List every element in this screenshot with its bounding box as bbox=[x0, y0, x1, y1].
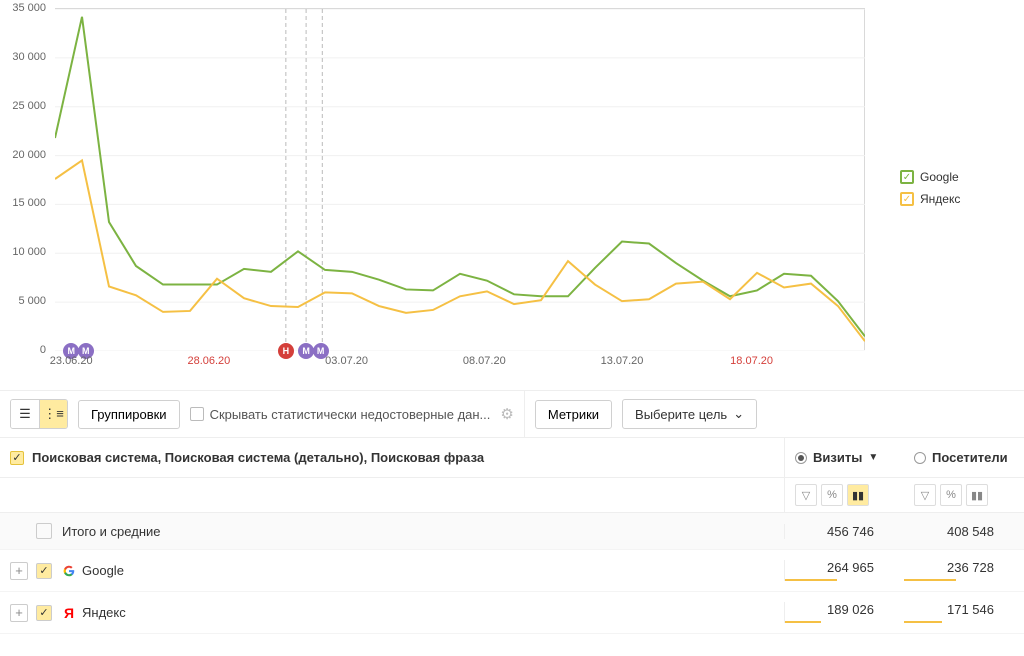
x-tick-label: 08.07.20 bbox=[463, 355, 506, 367]
yandex-icon: Я bbox=[62, 606, 76, 620]
google-icon bbox=[62, 564, 76, 578]
row-label[interactable]: Яндекс bbox=[82, 605, 126, 620]
tree-view-icon[interactable]: ⋮≡ bbox=[39, 400, 67, 428]
checkbox-icon bbox=[190, 407, 204, 421]
row-visitors: 236 728 bbox=[904, 560, 1024, 581]
x-tick-label: 23.06.20 bbox=[50, 355, 93, 367]
percent-icon[interactable]: % bbox=[821, 484, 843, 506]
legend-item[interactable]: ✓ Яндекс bbox=[900, 192, 960, 206]
totals-row: Итого и средние 456 746 408 548 bbox=[0, 513, 1024, 550]
radio-icon bbox=[914, 452, 926, 464]
hide-unreliable-label: Скрывать статистически недостоверные дан… bbox=[210, 407, 491, 422]
metric-label: Посетители bbox=[932, 450, 1008, 465]
y-tick-label: 0 bbox=[40, 344, 46, 356]
traffic-chart: 0 5 000 10 000 15 000 20 000 25 000 30 000 35 0… bbox=[0, 0, 1024, 390]
metric-header-visits[interactable]: Визиты ▼ bbox=[784, 438, 904, 477]
expand-icon[interactable]: + bbox=[10, 604, 28, 622]
divider bbox=[524, 391, 525, 437]
sort-desc-icon: ▼ bbox=[868, 452, 878, 463]
metrics-button[interactable]: Метрики bbox=[535, 400, 612, 429]
row-checkbox[interactable] bbox=[36, 605, 52, 621]
legend-swatch: ✓ bbox=[900, 192, 914, 206]
goal-select[interactable]: Выберите цель ⌄ bbox=[622, 399, 757, 429]
y-tick-label: 30 000 bbox=[12, 51, 46, 63]
percent-icon[interactable]: % bbox=[940, 484, 962, 506]
totals-visits: 456 746 bbox=[784, 524, 904, 539]
gear-icon[interactable]: ⚙ bbox=[500, 405, 513, 423]
data-table: Поисковая система, Поисковая система (де… bbox=[0, 437, 1024, 634]
x-tick-label: 28.06.20 bbox=[187, 355, 230, 367]
row-visits: 189 026 bbox=[784, 602, 904, 623]
hide-unreliable-checkbox[interactable]: Скрывать статистически недостоверные дан… bbox=[190, 407, 491, 422]
y-tick-label: 15 000 bbox=[12, 197, 46, 209]
chart-plot-area: MMHMM bbox=[55, 8, 865, 350]
visitors-tools: ▽ % ▮▮ bbox=[904, 478, 1024, 512]
y-tick-label: 20 000 bbox=[12, 149, 46, 161]
legend-item[interactable]: ✓ Google bbox=[900, 170, 960, 184]
legend-swatch: ✓ bbox=[900, 170, 914, 184]
y-tick-label: 35 000 bbox=[12, 2, 46, 14]
dimension-header-label: Поисковая система, Поисковая система (де… bbox=[32, 450, 484, 465]
dimension-header: Поисковая система, Поисковая система (де… bbox=[0, 438, 784, 477]
row-checkbox[interactable] bbox=[36, 563, 52, 579]
legend-label: Яндекс bbox=[920, 192, 960, 206]
y-tick-label: 10 000 bbox=[12, 246, 46, 258]
x-tick-label: 03.07.20 bbox=[325, 355, 368, 367]
filter-icon[interactable]: ▽ bbox=[795, 484, 817, 506]
x-tick-label: 18.07.20 bbox=[730, 355, 773, 367]
grouping-button[interactable]: Группировки bbox=[78, 400, 180, 429]
view-mode-toggle: ☰ ⋮≡ bbox=[10, 399, 68, 429]
metric-header-visitors[interactable]: Посетители bbox=[904, 438, 1024, 477]
table-header: Поисковая система, Поисковая система (де… bbox=[0, 437, 1024, 478]
row-visitors: 171 546 bbox=[904, 602, 1024, 623]
row-visits: 264 965 bbox=[784, 560, 904, 581]
visits-tools: ▽ % ▮▮ bbox=[784, 478, 904, 512]
bar-chart-icon[interactable]: ▮▮ bbox=[966, 484, 988, 506]
table-row: + Google 264 965 236 728 bbox=[0, 550, 1024, 592]
goal-select-label: Выберите цель bbox=[635, 407, 727, 422]
filter-icon[interactable]: ▽ bbox=[914, 484, 936, 506]
row-checkbox[interactable] bbox=[36, 523, 52, 539]
x-tick-label: 13.07.20 bbox=[601, 355, 644, 367]
y-tick-label: 5 000 bbox=[18, 295, 46, 307]
table-row: + Я Яндекс 189 026 171 546 bbox=[0, 592, 1024, 634]
totals-label: Итого и средние bbox=[62, 524, 160, 539]
totals-visitors: 408 548 bbox=[904, 524, 1024, 539]
chevron-down-icon: ⌄ bbox=[733, 406, 744, 422]
spacer bbox=[0, 478, 784, 512]
select-all-checkbox[interactable] bbox=[10, 451, 24, 465]
row-label[interactable]: Google bbox=[82, 563, 124, 578]
metric-label: Визиты bbox=[813, 450, 862, 465]
table-tool-row: ▽ % ▮▮ ▽ % ▮▮ bbox=[0, 478, 1024, 513]
expand-icon[interactable]: + bbox=[10, 562, 28, 580]
x-axis-labels: 23.06.2028.06.2003.07.2008.07.2013.07.20… bbox=[55, 355, 865, 375]
chart-legend: ✓ Google ✓ Яндекс bbox=[900, 170, 960, 214]
radio-icon bbox=[795, 452, 807, 464]
bar-chart-icon[interactable]: ▮▮ bbox=[847, 484, 869, 506]
list-view-icon[interactable]: ☰ bbox=[11, 400, 39, 428]
y-tick-label: 25 000 bbox=[12, 100, 46, 112]
legend-label: Google bbox=[920, 170, 959, 184]
toolbar: ☰ ⋮≡ Группировки Скрывать статистически … bbox=[0, 390, 1024, 437]
chart-svg bbox=[55, 9, 865, 351]
y-axis-labels: 0 5 000 10 000 15 000 20 000 25 000 30 000 35 0… bbox=[0, 0, 50, 390]
